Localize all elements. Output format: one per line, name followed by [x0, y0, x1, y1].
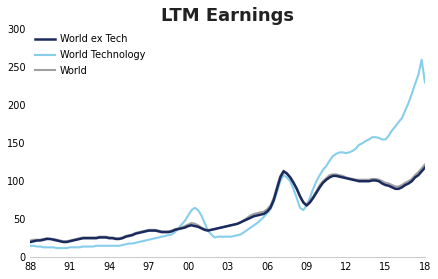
- Legend: World ex Tech, World Technology, World: World ex Tech, World Technology, World: [35, 34, 145, 76]
- Title: LTM Earnings: LTM Earnings: [161, 7, 294, 25]
